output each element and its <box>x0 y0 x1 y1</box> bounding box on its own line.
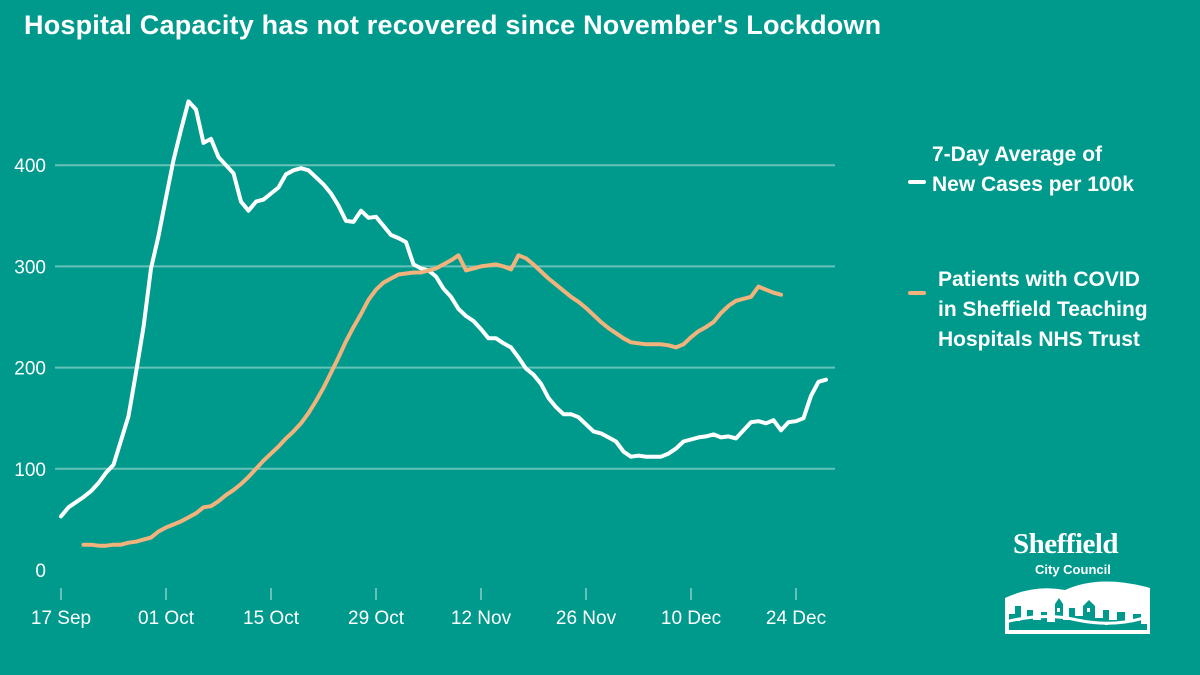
x-tick-label: 29 Oct <box>348 608 405 629</box>
y-tick-label: 100 <box>14 460 46 481</box>
legend-label-patients-line1: Patients with COVID <box>938 268 1140 291</box>
logo-subtitle: City Council <box>1035 562 1111 577</box>
logo-name: Sheffield <box>1013 528 1119 560</box>
y-tick-label: 300 <box>14 257 46 278</box>
legend-swatch-cases <box>908 180 926 184</box>
y-tick-label: 0 <box>35 561 46 582</box>
x-tick-label: 26 Nov <box>556 608 617 629</box>
legend-label-cases-line1: 7-Day Average of <box>932 143 1103 166</box>
series-line-patients <box>81 253 783 548</box>
legend-swatch-patients <box>908 291 926 295</box>
legend-label-patients-line2: in Sheffield Teaching <box>938 298 1148 321</box>
x-tick-label: 01 Oct <box>138 608 195 629</box>
x-tick-label: 10 Dec <box>661 608 721 629</box>
x-tick-label: 24 Dec <box>766 608 826 629</box>
chart-title: Hospital Capacity has not recovered sinc… <box>24 10 882 40</box>
legend-label-patients-line3: Hospitals NHS Trust <box>938 328 1140 351</box>
y-tick-label: 400 <box>14 156 46 177</box>
x-axis-ticks: 17 Sep 01 Oct 15 Oct 29 Oct 12 Nov 26 Nov 10 D… <box>31 588 826 629</box>
x-tick-label: 15 Oct <box>243 608 300 629</box>
series-line-cases <box>59 99 828 519</box>
gridlines <box>55 164 835 470</box>
sheffield-city-council-logo: Sheffield City Council <box>1005 528 1150 634</box>
city-skyline-icon <box>1005 581 1150 634</box>
series-lines <box>59 99 828 548</box>
y-axis-ticks: 0 100 200 300 400 <box>14 156 46 582</box>
x-tick-label: 17 Sep <box>31 608 91 629</box>
legend-label-cases-line2: New Cases per 100k <box>932 173 1134 196</box>
x-tick-label: 12 Nov <box>451 608 512 629</box>
y-tick-label: 200 <box>14 359 46 380</box>
